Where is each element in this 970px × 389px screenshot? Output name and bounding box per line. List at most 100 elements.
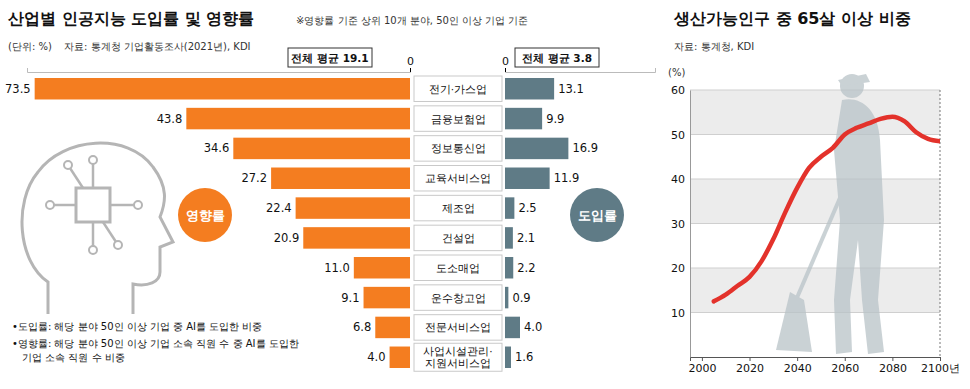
data-label: 16.9 (572, 141, 598, 155)
data-label: 34.6 (204, 141, 230, 155)
bar (375, 317, 410, 338)
tick-label: 50 (671, 129, 685, 142)
average-box (288, 48, 372, 67)
source: 자료: 통계청, KDI (674, 41, 754, 52)
bar (271, 168, 410, 189)
bar (390, 347, 410, 368)
data-label: 43.8 (157, 112, 183, 126)
category-label: 건설업 (442, 232, 475, 244)
bar (296, 197, 410, 218)
axis-line (28, 68, 411, 73)
data-label: 11.9 (554, 171, 580, 185)
data-label: 13.1 (558, 82, 584, 96)
bar (505, 197, 514, 218)
category-label: 전기·가스업 (429, 83, 487, 95)
legend-label: 도입률 (578, 208, 617, 223)
illustration (776, 74, 884, 354)
tick: 10 (671, 307, 690, 320)
bar (354, 257, 410, 278)
tick-mark (845, 357, 846, 361)
data-label: 9.9 (546, 112, 564, 126)
grid-line (690, 312, 940, 313)
grid-line (690, 223, 940, 224)
tick-label: 2080 (879, 362, 907, 375)
tick: 2100년 (921, 357, 960, 375)
bars-right (505, 78, 568, 368)
illustration-broom (796, 170, 852, 300)
axis: 10 20 30 40 50 60 (671, 84, 691, 357)
average-label: 전체 평균 19.1 (291, 52, 368, 64)
legend-swatch (570, 188, 624, 242)
bar (505, 227, 513, 248)
data-label: 4.0 (367, 350, 385, 364)
icon-node (64, 161, 72, 169)
tick: 30 (671, 218, 690, 231)
bar (505, 108, 542, 129)
tick-label: 20 (671, 262, 685, 275)
data-label: 2.1 (517, 231, 535, 245)
illustration-bristles (776, 292, 812, 352)
tick: 2020 (736, 357, 764, 375)
grid-line (690, 179, 940, 180)
bar (303, 227, 410, 248)
data-label: 0.9 (512, 291, 530, 305)
grid (690, 90, 940, 313)
figure: 산업별 인공지능 도입률 및 영향률※영향률 기준 상위 10개 분야, 50인… (0, 0, 970, 389)
tick-mark (797, 357, 798, 361)
icon-node (89, 156, 97, 164)
illustration-cap (838, 74, 870, 86)
bar (364, 287, 410, 308)
tick-label: 2040 (784, 362, 812, 375)
axis: 0 (502, 55, 656, 73)
average-box (515, 48, 599, 67)
tick: 60 (671, 84, 690, 97)
tick-mark (410, 68, 411, 72)
note: •도입률: 해당 분야 50인 이상 기업 중 AI를 도입한 비중 (12, 321, 262, 332)
panel-bar-chart: 산업별 인공지능 도입률 및 영향률※영향률 기준 상위 10개 분야, 50인… (5, 9, 655, 371)
note: •영향률: 해당 분야 50인 이상 기업 소속 직원 수 중 AI를 도입한기… (12, 338, 299, 363)
tick-mark (892, 357, 893, 361)
legend-swatch (178, 188, 232, 242)
category-box (414, 166, 502, 191)
line (714, 117, 940, 302)
data-label: 73.5 (5, 82, 31, 96)
tick: 2040 (784, 357, 812, 375)
tick-label: 2060 (831, 362, 859, 375)
category-label: 교육서비스업 (425, 172, 491, 184)
tick-label: 0 (407, 55, 414, 68)
bar (505, 138, 568, 159)
y-axis-title: (%) (668, 67, 685, 78)
unit: (단위: %) (8, 41, 52, 52)
axis-line (690, 91, 691, 358)
category-box (414, 285, 502, 310)
grid-line (690, 90, 940, 91)
grid-band (690, 268, 940, 313)
tick-label: 0 (502, 55, 509, 68)
tick-mark (702, 357, 703, 361)
tick: 2080 (879, 357, 907, 375)
tick-label: 2020 (736, 362, 764, 375)
category-box (414, 106, 502, 131)
tick-label: 2000 (688, 362, 716, 375)
data-label: 4.0 (524, 320, 542, 334)
category-label: 전문서비스업 (425, 321, 491, 333)
grid-band (690, 90, 940, 135)
bar (505, 347, 511, 368)
notes-background (6, 314, 312, 370)
tick: 40 (671, 173, 690, 186)
data-label: 1.6 (515, 350, 533, 364)
icon-chip (76, 188, 110, 222)
bar (35, 78, 410, 99)
data-label: 11.0 (324, 261, 350, 275)
tick-mark (505, 68, 506, 72)
icon-node (46, 201, 54, 209)
subtitle: ※영향률 기준 상위 10개 분야, 50인 이상 기업 기준 (296, 15, 528, 26)
category-box (414, 343, 502, 371)
panel-divider (662, 0, 666, 389)
icon-head (22, 143, 173, 322)
grid-band (690, 179, 940, 224)
category-label: 도소매업 (436, 262, 480, 274)
icon-node (114, 241, 122, 249)
category-box (414, 76, 502, 101)
axis-line (506, 68, 656, 73)
